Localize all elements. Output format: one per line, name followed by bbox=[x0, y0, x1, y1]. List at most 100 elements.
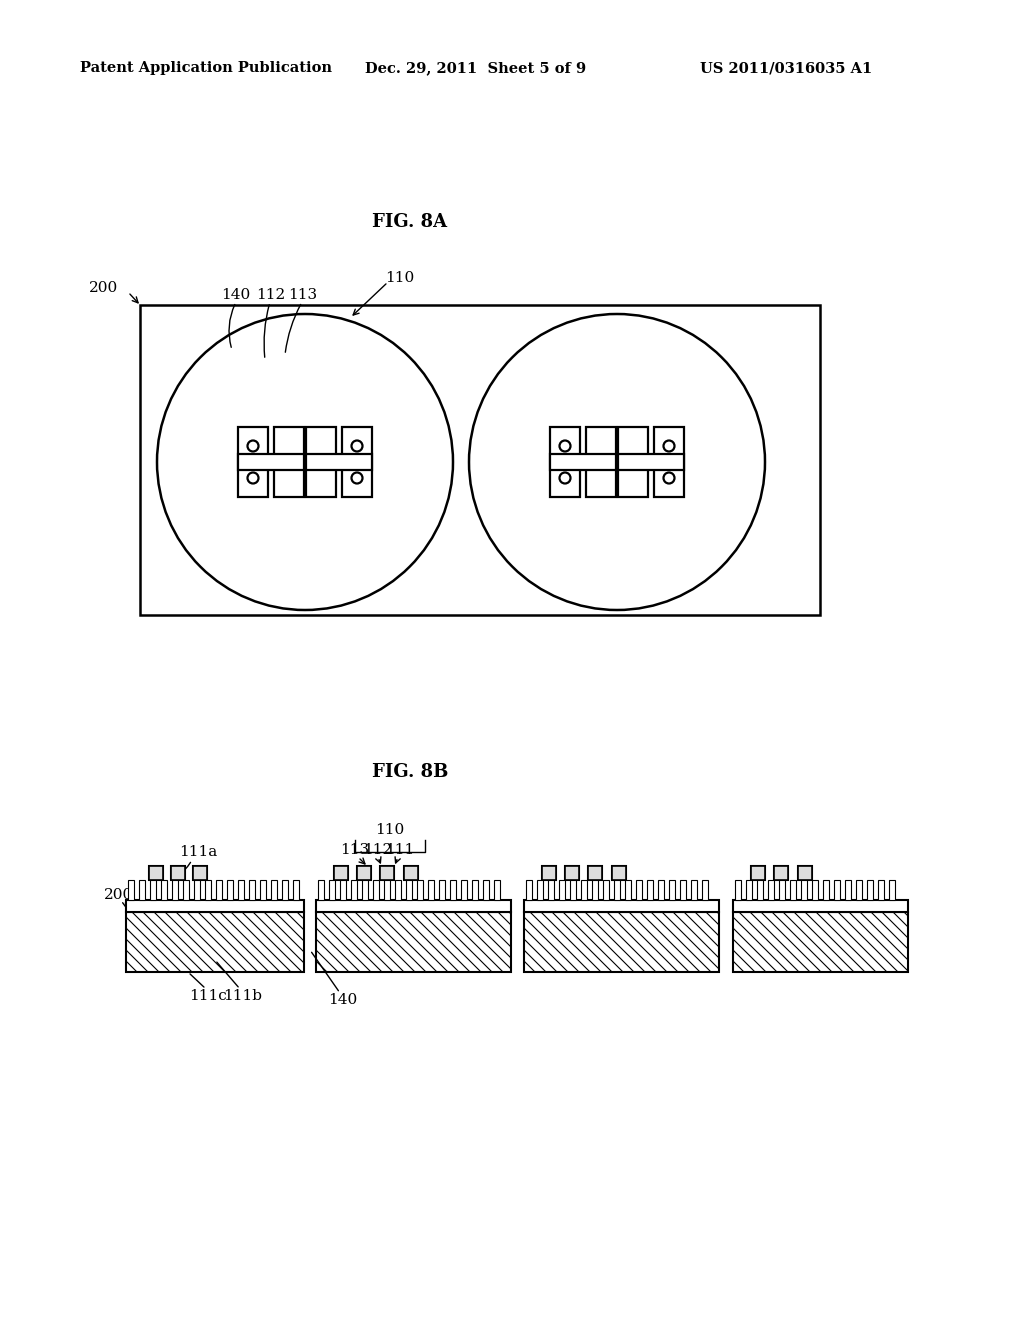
Bar bbox=[249, 880, 255, 900]
Bar bbox=[357, 866, 371, 880]
Bar bbox=[126, 912, 304, 972]
Bar bbox=[524, 912, 719, 972]
Bar bbox=[779, 880, 785, 900]
Text: 113: 113 bbox=[340, 843, 370, 857]
Text: 140: 140 bbox=[221, 288, 251, 302]
Bar bbox=[625, 880, 631, 900]
Bar bbox=[406, 880, 412, 900]
Bar bbox=[581, 880, 587, 900]
Bar bbox=[193, 866, 207, 880]
Bar bbox=[603, 880, 609, 900]
Circle shape bbox=[351, 473, 362, 483]
Text: 110: 110 bbox=[385, 271, 415, 285]
Bar bbox=[384, 880, 390, 900]
Text: 112: 112 bbox=[364, 843, 392, 857]
Bar bbox=[768, 880, 774, 900]
Bar bbox=[128, 880, 134, 900]
Bar bbox=[812, 880, 818, 900]
Bar bbox=[537, 880, 543, 900]
Text: US 2011/0316035 A1: US 2011/0316035 A1 bbox=[700, 61, 872, 75]
Bar bbox=[746, 880, 752, 900]
Circle shape bbox=[559, 441, 570, 451]
Bar bbox=[274, 426, 304, 498]
Bar bbox=[889, 880, 895, 900]
Circle shape bbox=[664, 473, 675, 483]
Bar bbox=[751, 866, 765, 880]
Bar bbox=[550, 454, 616, 470]
Bar bbox=[733, 900, 908, 912]
Bar bbox=[878, 880, 884, 900]
Text: 200: 200 bbox=[89, 281, 118, 294]
Bar bbox=[856, 880, 862, 900]
Bar bbox=[362, 880, 368, 900]
Bar bbox=[845, 880, 851, 900]
Bar bbox=[526, 880, 532, 900]
Bar bbox=[774, 866, 788, 880]
Bar bbox=[757, 880, 763, 900]
Bar bbox=[150, 866, 163, 880]
Bar bbox=[680, 880, 686, 900]
Bar bbox=[790, 880, 796, 900]
Bar bbox=[614, 880, 620, 900]
Text: 113: 113 bbox=[289, 288, 317, 302]
Circle shape bbox=[248, 473, 258, 483]
Bar bbox=[691, 880, 697, 900]
Text: 111a: 111a bbox=[179, 845, 217, 859]
Bar bbox=[524, 900, 719, 912]
Bar bbox=[316, 900, 511, 912]
Bar bbox=[439, 880, 445, 900]
Bar bbox=[318, 880, 324, 900]
Bar bbox=[483, 880, 489, 900]
Bar bbox=[238, 880, 244, 900]
Bar bbox=[216, 880, 222, 900]
Bar bbox=[867, 880, 873, 900]
Bar bbox=[612, 866, 626, 880]
Bar bbox=[404, 866, 418, 880]
Bar bbox=[654, 426, 684, 498]
Bar bbox=[395, 880, 401, 900]
Bar bbox=[588, 866, 602, 880]
Bar bbox=[702, 880, 708, 900]
Text: FIG. 8B: FIG. 8B bbox=[372, 763, 449, 781]
Bar bbox=[140, 305, 820, 615]
Bar bbox=[612, 866, 626, 880]
Bar bbox=[161, 880, 167, 900]
Bar bbox=[548, 880, 554, 900]
Bar bbox=[316, 912, 511, 972]
Bar bbox=[570, 880, 575, 900]
Bar bbox=[565, 866, 579, 880]
Bar bbox=[238, 426, 268, 498]
Bar bbox=[417, 880, 423, 900]
Bar bbox=[559, 880, 565, 900]
Bar bbox=[334, 866, 348, 880]
Bar bbox=[357, 866, 371, 880]
Bar bbox=[351, 880, 357, 900]
Bar bbox=[733, 912, 908, 972]
Bar bbox=[658, 880, 664, 900]
Bar bbox=[774, 866, 788, 880]
Bar bbox=[238, 454, 304, 470]
Circle shape bbox=[248, 441, 258, 451]
Bar bbox=[183, 880, 189, 900]
Bar bbox=[380, 866, 394, 880]
Bar bbox=[834, 880, 840, 900]
Bar bbox=[373, 880, 379, 900]
Bar bbox=[205, 880, 211, 900]
Bar bbox=[380, 866, 394, 880]
Bar bbox=[150, 880, 156, 900]
Bar bbox=[193, 866, 207, 880]
Bar bbox=[404, 866, 418, 880]
Text: 111: 111 bbox=[385, 843, 415, 857]
Bar bbox=[636, 880, 642, 900]
Bar bbox=[282, 880, 288, 900]
Text: Dec. 29, 2011  Sheet 5 of 9: Dec. 29, 2011 Sheet 5 of 9 bbox=[365, 61, 586, 75]
Bar bbox=[461, 880, 467, 900]
Bar bbox=[669, 880, 675, 900]
Text: 140: 140 bbox=[329, 993, 357, 1007]
Ellipse shape bbox=[469, 314, 765, 610]
Text: Patent Application Publication: Patent Application Publication bbox=[80, 61, 332, 75]
Text: FIG. 8A: FIG. 8A bbox=[373, 213, 447, 231]
Bar bbox=[227, 880, 233, 900]
Circle shape bbox=[664, 441, 675, 451]
Bar bbox=[798, 866, 812, 880]
